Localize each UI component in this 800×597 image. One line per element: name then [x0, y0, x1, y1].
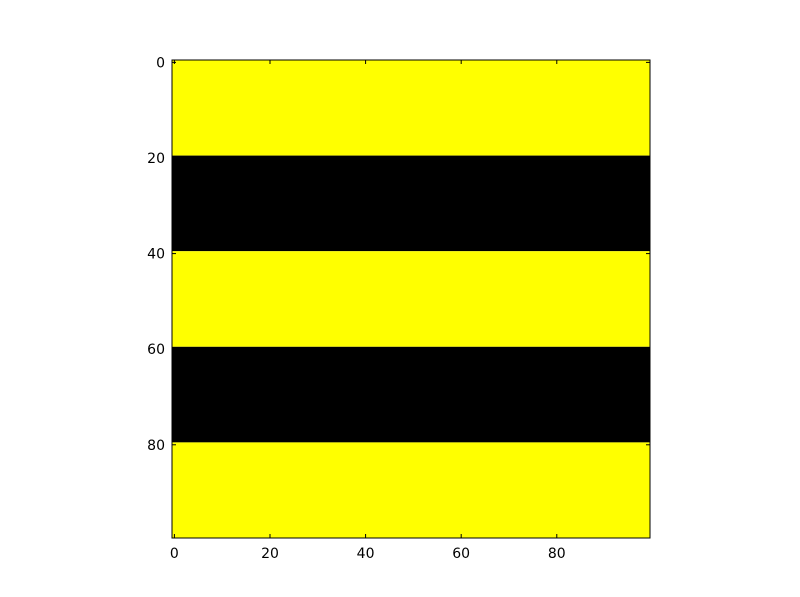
heatmap-bands: [172, 60, 650, 538]
x-tick-label-0: 0: [170, 546, 179, 562]
heatmap-band-5: [172, 442, 650, 538]
x-tick-label-40: 40: [357, 546, 375, 562]
x-tick-label-20: 20: [261, 546, 279, 562]
axis-ticks: [172, 60, 650, 538]
y-tick-labels: 0 20 40 60 80: [147, 55, 165, 453]
x-tick-labels: 0 20 40 60 80: [170, 546, 566, 562]
y-tick-label-60: 60: [147, 342, 165, 358]
y-tick-label-0: 0: [156, 55, 165, 71]
y-tick-label-80: 80: [147, 438, 165, 454]
x-tick-label-60: 60: [452, 546, 470, 562]
x-tick-label-80: 80: [548, 546, 566, 562]
heatmap-band-2: [172, 155, 650, 252]
axes-frame: [171, 59, 651, 539]
heatmap-band-1: [172, 60, 650, 156]
heatmap-band-4: [172, 346, 650, 443]
y-tick-label-40: 40: [147, 247, 165, 263]
y-tick-label-20: 20: [147, 151, 165, 167]
heatmap-band-3: [172, 251, 650, 347]
